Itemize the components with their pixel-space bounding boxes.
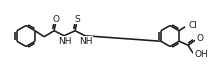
Text: Cl: Cl [188,21,197,30]
Text: OH: OH [194,50,208,59]
Text: NH: NH [79,37,92,46]
Text: NH: NH [58,37,71,46]
Text: O: O [53,15,60,24]
Text: O: O [196,34,203,43]
Text: S: S [74,15,80,24]
